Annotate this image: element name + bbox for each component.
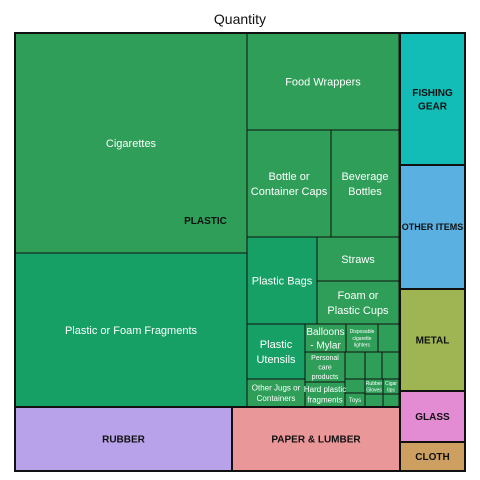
treemap-cell-hard-plastic-fragments — [304, 381, 346, 408]
treemap-label-toys: Toys — [349, 398, 361, 404]
treemap-cell-disposable-cigarette-lighters — [345, 323, 379, 353]
treemap-label-plastic-utensils: Plastic Utensils — [256, 339, 296, 366]
treemap-label-beverage-bottles: Beverage Bottles — [341, 171, 388, 198]
treemap-label-personal-care-products: Personal care products — [311, 355, 339, 381]
group-label-fishing-gear: FISHING GEAR — [412, 88, 453, 113]
group-label-metal: METAL — [416, 336, 450, 347]
treemap-label-straws: Straws — [341, 254, 375, 266]
plastic-minor-cell — [344, 351, 366, 380]
treemap-label-foam-or-plastic-cups: Foam or Plastic Cups — [327, 290, 389, 317]
group-label-plastic: PLASTIC — [184, 216, 227, 227]
plastic-minor-cell — [364, 393, 384, 408]
treemap-cell-foam-or-plastic-cups — [316, 280, 400, 325]
plastic-minor-cell — [377, 323, 400, 353]
plastic-minor-cell — [381, 351, 400, 380]
treemap-label-food-wrappers: Food Wrappers — [285, 76, 361, 88]
treemap-cell-personal-care-products — [304, 351, 346, 383]
group-label-rubber: RUBBER — [102, 435, 146, 446]
treemap-frame — [14, 32, 466, 472]
treemap-cell-food-wrappers — [246, 32, 400, 131]
treemap-label-plastic-bags: Plastic Bags — [252, 275, 313, 287]
group-label-paper-lumber: PAPER & LUMBER — [271, 435, 361, 446]
treemap-label-hard-plastic-fragments: Hard plastic fragments — [304, 385, 346, 405]
treemap-label-balloons-mylar: Balloons - Mylar — [306, 327, 344, 352]
treemap-label-rubber-gloves: Rubber Gloves — [366, 381, 383, 394]
treemap-cell-plastic-bags — [246, 236, 318, 325]
treemap-label-cigarettes: Cigarettes — [106, 138, 157, 150]
treemap-label-plastic-or-foam-fragments: Plastic or Foam Fragments — [65, 325, 198, 337]
group-label-cloth: CLOTH — [415, 452, 449, 463]
treemap-label-other-jugs-or-containers: Other Jugs or Containers — [252, 383, 301, 403]
group-metal — [399, 288, 466, 392]
group-glass — [399, 390, 466, 443]
treemap-label-bottle-or-container-caps: Bottle or Container Caps — [251, 171, 328, 198]
group-label-bg-plastic — [181, 213, 230, 228]
group-fishing-gear — [399, 32, 466, 166]
group-label-other-items: OTHER ITEMS — [402, 222, 464, 232]
treemap-cell-beverage-bottles — [330, 129, 400, 238]
treemap-cell-bottle-or-container-caps — [246, 129, 332, 238]
treemap-label-cigar-tips: Cigar tips — [385, 381, 397, 394]
treemap-cell-plastic-utensils — [246, 323, 306, 380]
treemap-label-disposable-cigarette-lighters: Disposable cigarette lighters — [350, 329, 375, 349]
plastic-minor-cell — [364, 351, 383, 380]
chart-title: Quantity — [213, 11, 267, 27]
group-other-items — [399, 164, 466, 290]
group-label-glass: GLASS — [415, 412, 450, 423]
plastic-minor-cell — [382, 393, 400, 408]
